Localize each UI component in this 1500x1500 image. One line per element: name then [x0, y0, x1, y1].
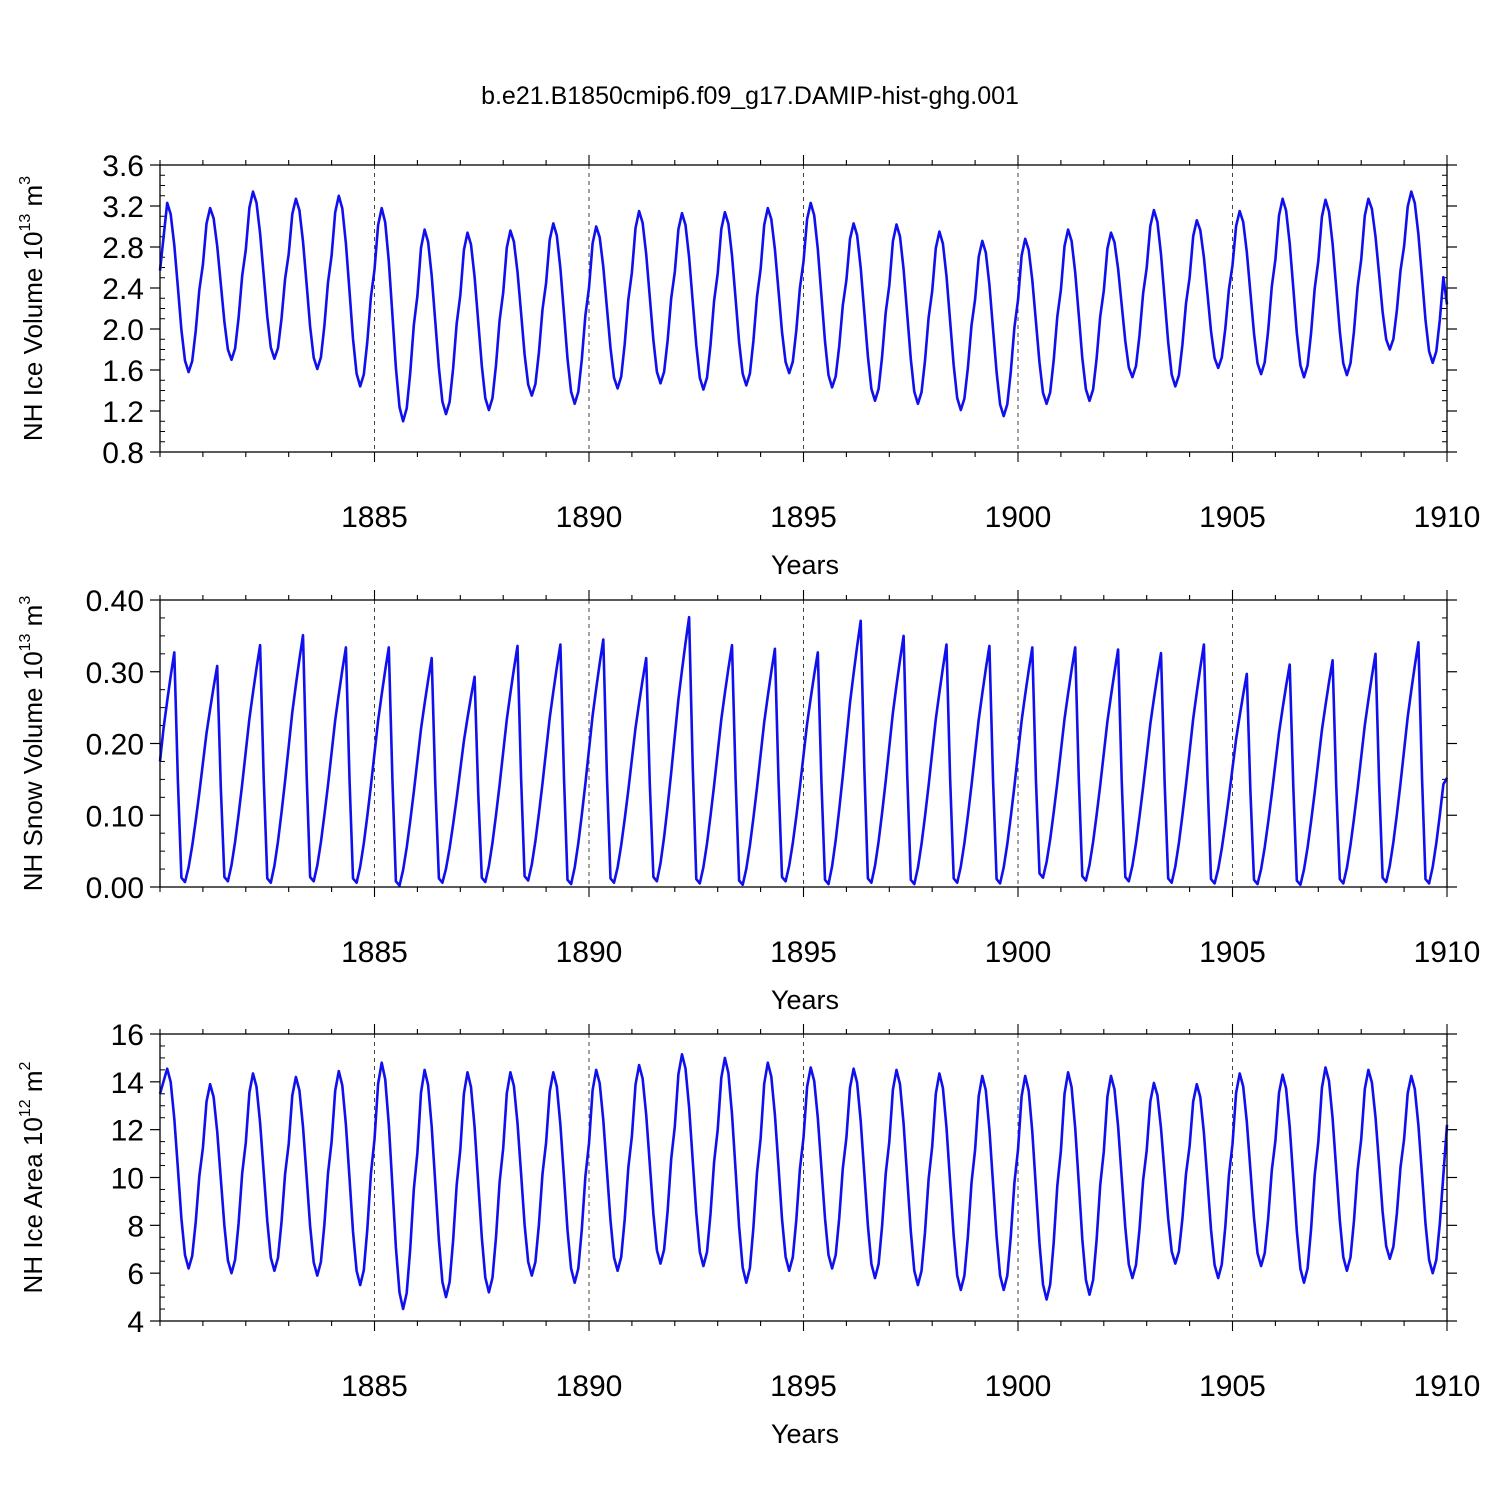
- y-tick-label: 2.4: [102, 273, 144, 306]
- panel-snow-volume: 0.00 0.10 0.20 0.30 0.40 1885 1890 1895 1900 1905…: [17, 585, 1480, 1015]
- series-line-ice-area: [158, 1053, 1449, 1311]
- y-axis-label-text: NH Ice Area 10: [18, 1117, 48, 1293]
- y-axis-label: NH Snow Volume 1013 m3: [17, 596, 48, 892]
- y-axis-label-power: 2: [17, 1061, 34, 1070]
- x-tick-label: 1900: [985, 1370, 1052, 1403]
- plot-frame: [159, 1033, 1448, 1322]
- y-tick-label: 12: [111, 1115, 144, 1148]
- y-tick-label: 1.2: [102, 396, 144, 429]
- x-tick-label: 1895: [770, 1370, 837, 1403]
- y-tick-label: 3.6: [102, 150, 144, 183]
- y-tick-label: 0.10: [86, 800, 144, 833]
- x-tick-label: 1885: [341, 501, 408, 534]
- y-axis-label-unit: m: [18, 605, 48, 634]
- y-tick-label: 0.30: [86, 657, 144, 690]
- y-tick-label: 0.8: [102, 437, 144, 470]
- x-tick-label: 1905: [1199, 1370, 1266, 1403]
- y-axis-label-text: NH Ice Volume 10: [18, 232, 48, 442]
- plot-frame: [159, 164, 1448, 453]
- x-tick-label: 1885: [341, 936, 408, 969]
- x-axis-label: Years: [771, 1419, 839, 1449]
- y-axis-label-power: 3: [17, 596, 34, 605]
- x-tick-label: 1905: [1199, 936, 1266, 969]
- y-tick-label: 6: [127, 1258, 144, 1291]
- x-tick-label: 1895: [770, 501, 837, 534]
- x-axis-label: Years: [771, 985, 839, 1015]
- x-tick-label: 1890: [556, 1370, 623, 1403]
- x-tick-label: 1890: [556, 936, 623, 969]
- x-tick-label: 1885: [341, 1370, 408, 1403]
- y-axis-label-exponent: 12: [17, 1099, 34, 1117]
- x-tick-label: 1895: [770, 936, 837, 969]
- panels: 0.8 1.2 1.6 2.0 2.4 2.8 3.2 3.6 1885 1890 1895 1900…: [17, 150, 1480, 1449]
- y-tick-label: 4: [127, 1306, 144, 1339]
- x-tick-label: 1910: [1414, 1370, 1481, 1403]
- y-axis-label-exponent: 13: [17, 214, 34, 232]
- x-tick-label: 1910: [1414, 936, 1481, 969]
- x-tick-label: 1905: [1199, 501, 1266, 534]
- y-axis-label-exponent: 13: [17, 633, 34, 651]
- y-tick-label: 0.40: [86, 585, 144, 618]
- x-tick-label: 1890: [556, 501, 623, 534]
- y-tick-label: 3.2: [102, 191, 144, 224]
- x-tick-label: 1910: [1414, 501, 1481, 534]
- y-tick-label: 2.8: [102, 232, 144, 265]
- x-tick-label: 1900: [985, 936, 1052, 969]
- y-axis-label: NH Ice Area 1012 m2: [17, 1061, 48, 1293]
- y-tick-label: 16: [111, 1019, 144, 1052]
- x-tick-label: 1900: [985, 501, 1052, 534]
- y-tick-label: 1.6: [102, 355, 144, 388]
- figure-title: b.e21.B1850cmip6.f09_g17.DAMIP-hist-ghg.…: [481, 82, 1019, 110]
- panel-ice-volume: 0.8 1.2 1.6 2.0 2.4 2.8 3.2 3.6 1885 1890 1895 1900…: [17, 150, 1480, 580]
- y-axis-label-power: 3: [17, 176, 34, 185]
- y-axis-label-unit: m: [18, 1070, 48, 1099]
- plot-frame: [159, 599, 1448, 888]
- y-axis-label-text: NH Snow Volume 10: [18, 651, 48, 891]
- y-tick-label: 0.20: [86, 729, 144, 762]
- series-line-ice-volume: [158, 190, 1449, 423]
- x-axis-label: Years: [771, 550, 839, 580]
- y-tick-label: 8: [127, 1210, 144, 1243]
- y-axis-label-unit: m: [18, 185, 48, 214]
- panel-ice-area: 4 6 8 10 12 14 16 1885 1890 1895 1900 1905 1910 Years…: [17, 1019, 1480, 1449]
- y-tick-label: 2.0: [102, 314, 144, 347]
- y-tick-label: 10: [111, 1163, 144, 1196]
- y-tick-label: 14: [111, 1067, 144, 1100]
- y-axis-label: NH Ice Volume 1013 m3: [17, 176, 48, 441]
- y-tick-label: 0.00: [86, 872, 144, 905]
- series-line-snow-volume: [158, 615, 1449, 887]
